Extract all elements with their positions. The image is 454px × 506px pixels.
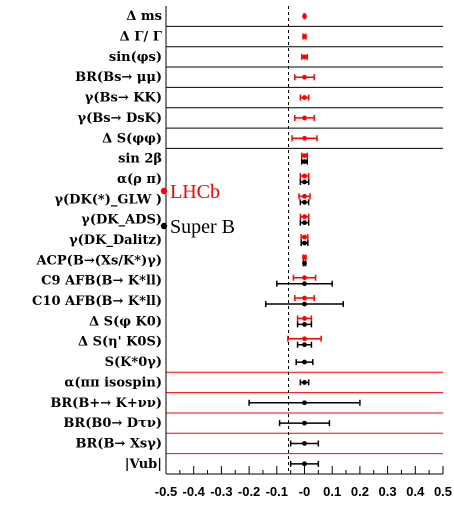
data-point bbox=[302, 220, 307, 226]
data-point bbox=[302, 420, 307, 426]
legend-marker-superb bbox=[160, 222, 168, 230]
row-label: |Vub| bbox=[125, 457, 162, 472]
x-tick-label: 0.4 bbox=[406, 484, 425, 499]
row-label: Δ S(η' K0S) bbox=[78, 335, 162, 350]
legend-label-superb: Super B bbox=[170, 216, 235, 238]
row-label: sin 2β bbox=[118, 152, 162, 167]
data-point bbox=[302, 74, 307, 80]
data-point bbox=[302, 441, 307, 446]
x-tick-label: 0.2 bbox=[351, 484, 369, 499]
data-point bbox=[302, 153, 307, 159]
row-label: C10 AFB(B→ K*ll) bbox=[32, 294, 162, 309]
row-label: ACP(B→(Xs/K*)γ) bbox=[35, 253, 162, 268]
row-label: γ(DK_Dalitz) bbox=[69, 233, 162, 248]
row-label: C9 AFB(B→ K*ll) bbox=[41, 274, 162, 289]
x-tick-label: -0.3 bbox=[210, 484, 232, 499]
data-point bbox=[302, 359, 307, 365]
row-label: γ(DK_ADS) bbox=[81, 213, 162, 228]
data-point bbox=[302, 275, 307, 281]
x-tick-label: 0.5 bbox=[434, 484, 452, 499]
data-point bbox=[302, 380, 307, 385]
data-point bbox=[302, 214, 307, 220]
data-point bbox=[302, 193, 307, 199]
row-label: γ(Bs→ DsK) bbox=[78, 111, 163, 126]
data-point bbox=[302, 336, 307, 342]
data-point bbox=[302, 461, 307, 467]
row-label: sin(φs) bbox=[109, 50, 162, 65]
row-label: BR(Bs→ μμ) bbox=[75, 70, 162, 85]
data-point bbox=[302, 301, 307, 307]
row-label: S(K*0γ) bbox=[105, 355, 162, 370]
x-tick-label: -0.1 bbox=[266, 484, 288, 499]
row-label: BR(B0→ Dτν) bbox=[63, 416, 162, 431]
row-label: Δ ms bbox=[126, 9, 162, 24]
row-label: Δ S(φ K0) bbox=[89, 314, 162, 329]
data-point bbox=[302, 260, 307, 266]
data-point bbox=[302, 179, 307, 185]
legend-marker-lhcb bbox=[160, 187, 168, 195]
row-label: γ(DK(*)_GLW ) bbox=[54, 192, 162, 207]
x-tick-label: 0.3 bbox=[379, 484, 397, 499]
row-label: γ(Bs→ KK) bbox=[85, 91, 162, 106]
data-point bbox=[302, 135, 307, 141]
x-ticks: -0.5 -0.4 -0.3 -0.2 -0.1 -0 0.1 0.2 0.3 0.4 0.5 bbox=[155, 466, 452, 499]
data-point bbox=[302, 173, 307, 179]
data-point bbox=[302, 240, 307, 246]
legend-label-lhcb: LHCb bbox=[170, 181, 220, 203]
x-tick-label: -0.4 bbox=[182, 484, 205, 499]
row-label: α(ππ isospin) bbox=[64, 375, 162, 390]
data-point bbox=[302, 159, 307, 165]
data-point bbox=[302, 95, 307, 100]
row-label: BR(B+→ K+νν) bbox=[50, 396, 162, 411]
data-point bbox=[302, 342, 307, 348]
data-point bbox=[302, 295, 307, 301]
row-label: BR(B→ Xsγ) bbox=[76, 436, 163, 451]
data-points bbox=[302, 13, 307, 467]
data-point bbox=[302, 321, 307, 327]
x-tick-label: -0.2 bbox=[238, 484, 260, 499]
data-point bbox=[302, 254, 307, 260]
data-point bbox=[302, 13, 307, 19]
data-point bbox=[302, 234, 307, 240]
row-label: Δ S(φφ) bbox=[102, 131, 162, 146]
x-tick-label: -0 bbox=[299, 484, 311, 499]
row-label: α(ρ π) bbox=[117, 172, 162, 187]
data-point bbox=[302, 54, 307, 60]
x-tick-label: -0.5 bbox=[155, 484, 177, 499]
data-point bbox=[302, 34, 307, 39]
legend: LHCb Super B bbox=[160, 181, 235, 238]
data-point bbox=[302, 199, 307, 205]
data-point bbox=[302, 400, 307, 406]
row-labels: Δ ms Δ Γ/ Γ sin(φs) BR(Bs→ μμ) γ(Bs→ KK) γ(Bs… bbox=[32, 9, 163, 472]
data-point bbox=[302, 115, 307, 121]
data-point bbox=[302, 315, 307, 321]
data-point bbox=[302, 281, 307, 287]
x-tick-label: 0.1 bbox=[323, 484, 341, 499]
row-label: Δ Γ/ Γ bbox=[120, 30, 163, 45]
